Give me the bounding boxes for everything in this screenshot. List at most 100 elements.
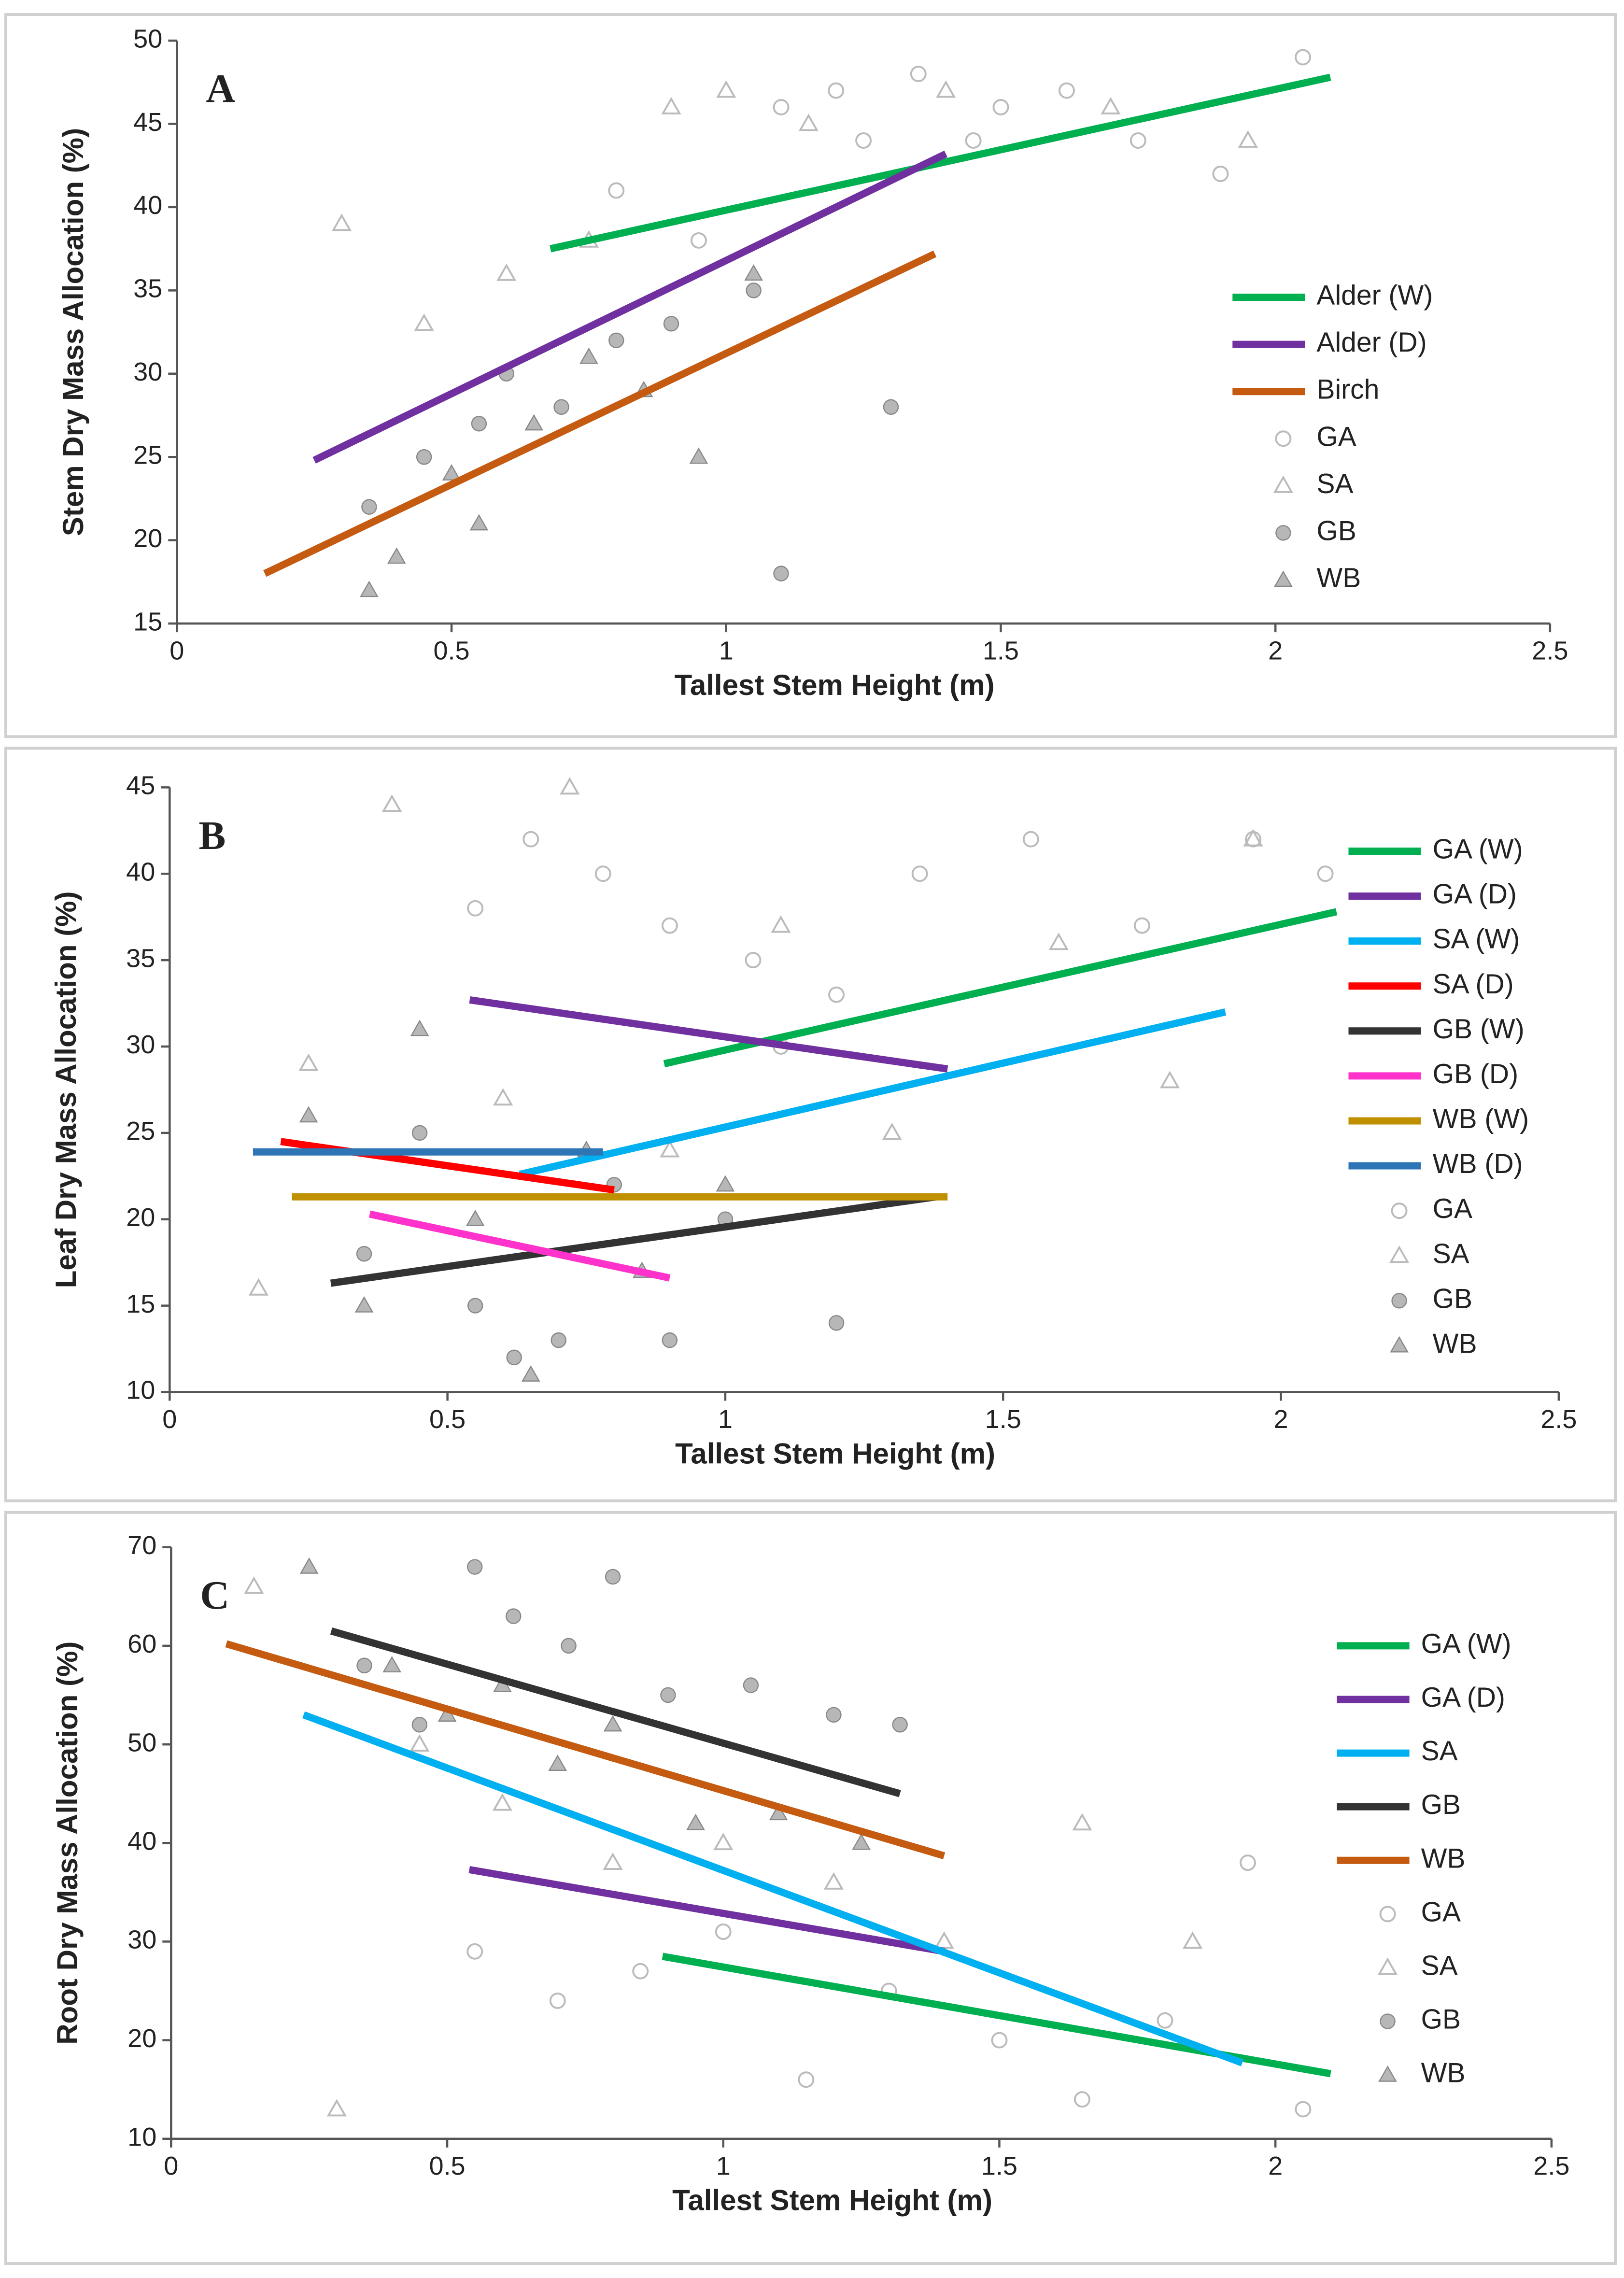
legend-label: GA (W) <box>1433 834 1523 865</box>
x-tick-label: 2 <box>1274 1405 1288 1434</box>
point <box>331 213 352 231</box>
x-tick-label: 2.5 <box>1540 1405 1577 1434</box>
legend-marker <box>1275 430 1292 447</box>
x-tick-label: 1 <box>718 1405 733 1434</box>
y-tick-label: 20 <box>127 2024 156 2053</box>
point <box>416 449 432 465</box>
x-tick-label: 0.5 <box>433 636 469 665</box>
point <box>1240 1854 1256 1871</box>
x-tick-label: 2.5 <box>1533 2151 1569 2180</box>
point <box>936 80 956 98</box>
y-tick-label: 45 <box>126 771 155 800</box>
y-axis-title: Root Dry Mass Allocation (%) <box>51 1641 84 2045</box>
fit-line <box>368 1210 671 1282</box>
legend-marker <box>1380 2013 1396 2029</box>
point <box>471 416 487 432</box>
x-tick-label: 1.5 <box>985 1405 1021 1434</box>
point <box>855 132 872 149</box>
legend-label: SA (W) <box>1433 924 1520 955</box>
fit-line <box>263 250 937 577</box>
panel-frame <box>4 1511 1617 2265</box>
y-tick-label: 20 <box>126 1203 155 1232</box>
x-tick-label: 2.5 <box>1532 636 1568 665</box>
point <box>466 1943 483 1960</box>
point <box>1072 1813 1092 1831</box>
point <box>523 831 539 848</box>
y-axis-title: Stem Dry Mass Allocation (%) <box>57 128 89 536</box>
point <box>660 1140 680 1158</box>
legend-marker <box>1377 1957 1398 1975</box>
legend-label: WB <box>1421 1843 1466 1874</box>
panel-label: B <box>198 813 226 858</box>
point <box>411 1717 428 1733</box>
y-tick-label: 25 <box>126 1117 155 1146</box>
legend-label: WB (W) <box>1433 1104 1529 1134</box>
fit-line <box>225 1640 946 1859</box>
legend-marker <box>1378 2065 1397 2082</box>
legend-label: GA <box>1433 1193 1472 1224</box>
legend-label: SA <box>1421 1951 1458 1981</box>
point <box>662 1332 678 1348</box>
x-axis-title: Tallest Stem Height (m) <box>675 669 995 701</box>
legend-label: GB <box>1433 1283 1472 1314</box>
point <box>492 1793 512 1811</box>
x-axis-title: Tallest Stem Height (m) <box>672 2184 992 2217</box>
legend-marker <box>1390 1336 1409 1353</box>
point <box>356 1657 372 1673</box>
point <box>524 414 543 431</box>
legend-label: SA (D) <box>1433 969 1514 1000</box>
y-tick-label: 10 <box>126 1376 155 1405</box>
x-tick-label: 1.5 <box>981 2151 1017 2180</box>
point <box>910 66 927 83</box>
x-tick-label: 1 <box>719 636 734 665</box>
y-tick-label: 50 <box>133 24 162 53</box>
point <box>746 283 762 298</box>
y-tick-label: 10 <box>127 2122 156 2151</box>
legend-label: GB <box>1421 2004 1461 2035</box>
point <box>823 1872 844 1890</box>
legend-label: Birch <box>1316 374 1379 405</box>
point <box>882 1122 902 1140</box>
y-tick-label: 35 <box>126 944 155 973</box>
fit-line <box>469 996 948 1073</box>
point <box>496 263 517 281</box>
point <box>745 952 762 969</box>
legend-label: WB <box>1421 2058 1466 2089</box>
point <box>467 1298 483 1314</box>
y-tick-label: 40 <box>133 191 162 220</box>
legend-label: WB <box>1316 563 1361 594</box>
point <box>716 80 736 98</box>
point <box>506 1608 522 1624</box>
point <box>551 1332 566 1348</box>
point <box>549 1992 566 2009</box>
point <box>773 99 790 115</box>
point <box>1238 130 1258 148</box>
point <box>1295 2101 1312 2118</box>
fit-line <box>302 1711 1244 2066</box>
x-axis-title: Tallest Stem Height (m) <box>675 1437 995 1470</box>
point <box>467 900 484 917</box>
point <box>382 1656 402 1672</box>
y-tick-label: 15 <box>133 607 162 636</box>
point <box>798 113 819 131</box>
point <box>360 580 379 597</box>
point <box>1101 97 1121 114</box>
point <box>361 499 377 515</box>
point <box>608 182 625 199</box>
point <box>521 1365 540 1382</box>
panel-frame <box>4 13 1617 738</box>
legend-label: GB <box>1316 515 1356 546</box>
y-tick-label: 20 <box>133 524 162 553</box>
y-tick-label: 25 <box>133 441 162 470</box>
point <box>579 347 598 364</box>
y-tick-label: 45 <box>133 108 162 137</box>
legend-marker <box>1275 525 1291 541</box>
point <box>715 1924 732 1940</box>
point <box>1243 829 1263 847</box>
point <box>1058 82 1075 99</box>
point <box>411 1125 428 1141</box>
point <box>911 865 928 882</box>
point <box>1130 132 1146 149</box>
point <box>506 1349 522 1366</box>
point <box>689 447 708 464</box>
